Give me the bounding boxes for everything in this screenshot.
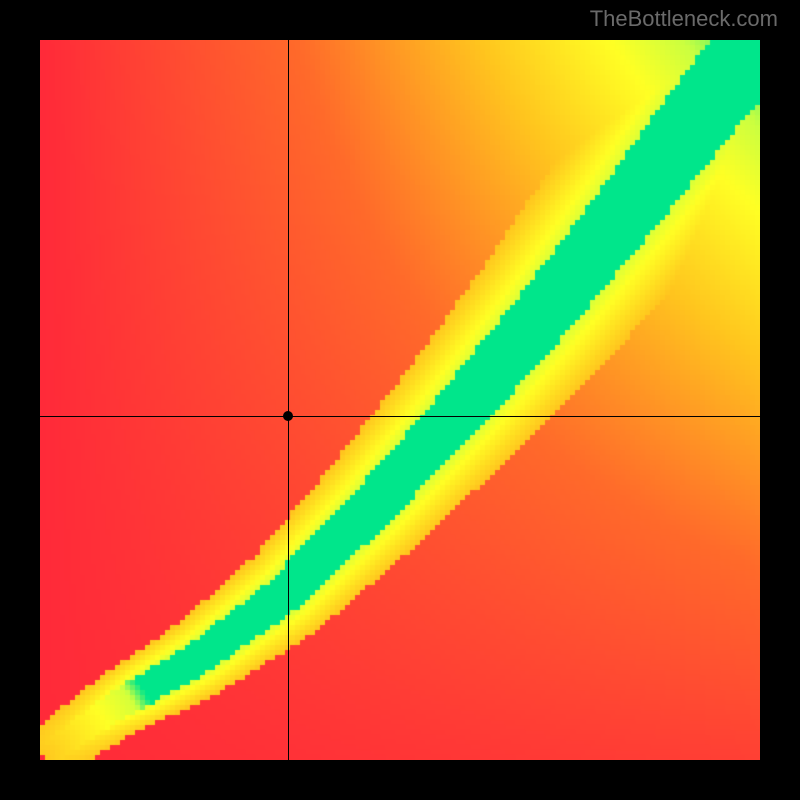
heatmap-plot	[40, 40, 760, 760]
crosshair-vertical	[288, 40, 289, 760]
watermark-text: TheBottleneck.com	[590, 6, 778, 32]
marker-dot	[283, 411, 293, 421]
heatmap-canvas	[40, 40, 760, 760]
crosshair-horizontal	[40, 416, 760, 417]
